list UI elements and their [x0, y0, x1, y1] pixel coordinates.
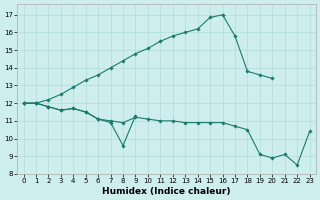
X-axis label: Humidex (Indice chaleur): Humidex (Indice chaleur)	[102, 187, 231, 196]
